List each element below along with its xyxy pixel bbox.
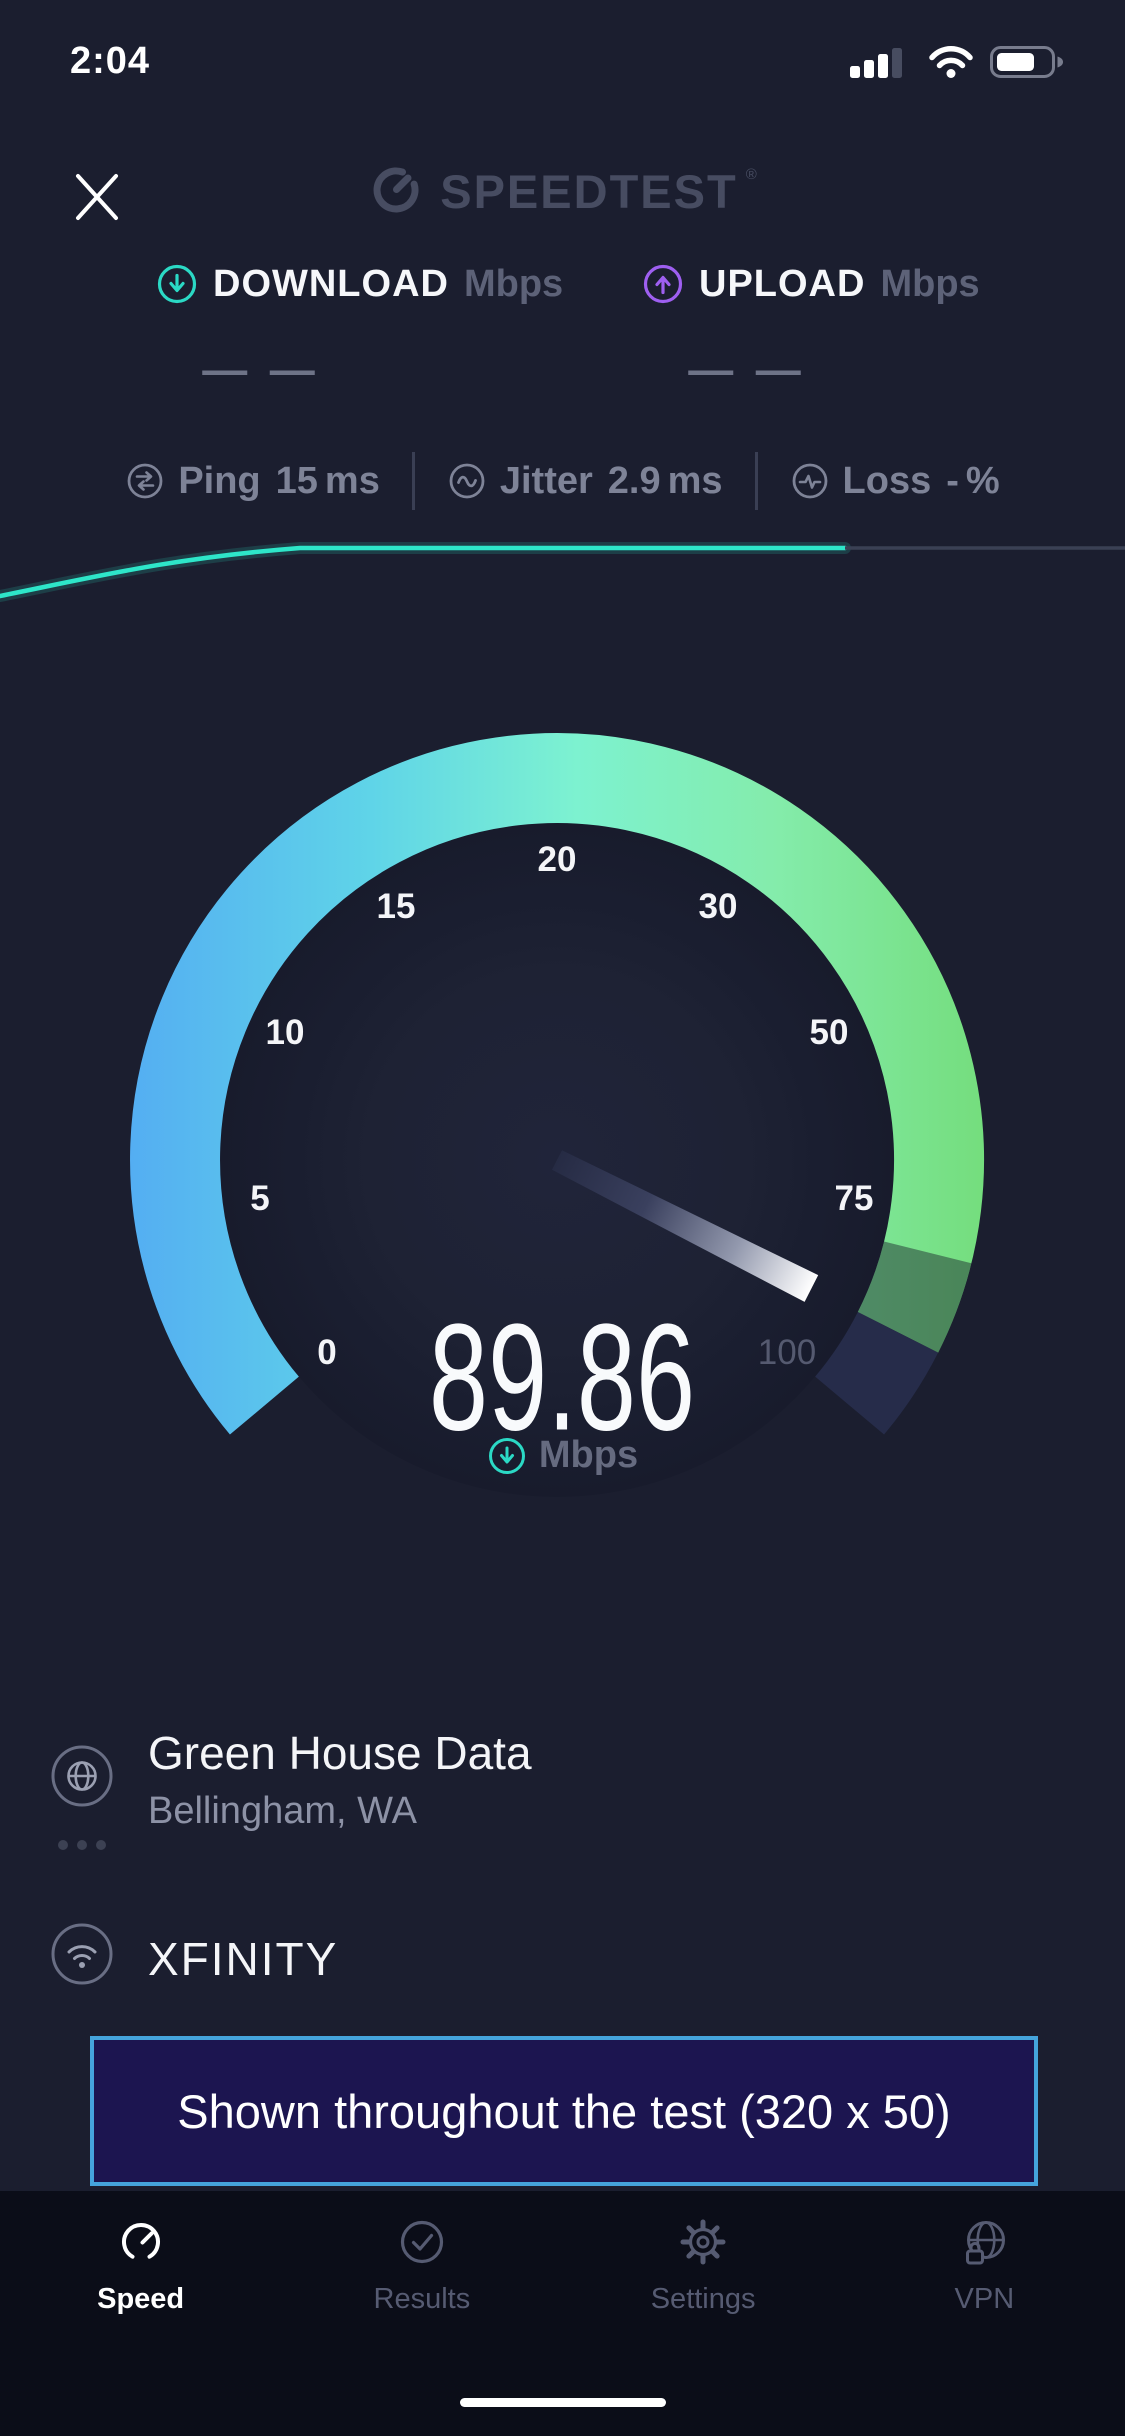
dot (96, 1840, 106, 1850)
wifi-connection-icon (51, 1923, 113, 1985)
upload-header: UPLOAD Mbps (642, 256, 980, 312)
tab-vpn[interactable]: VPN (844, 2191, 1125, 2436)
tab-vpn-label: VPN (954, 2283, 1015, 2315)
tab-speed[interactable]: Speed (0, 2191, 281, 2436)
tab-results-label: Results (373, 2283, 471, 2315)
server-options-dots[interactable] (58, 1840, 106, 1850)
download-value-placeholder: — — (202, 344, 320, 395)
loss-unit: % (965, 459, 1000, 502)
speedtest-logo: SPEEDTEST ® (0, 162, 1125, 222)
gauge-tick-100: 100 (757, 1333, 817, 1372)
ping-icon (127, 463, 163, 499)
status-time: 2:04 (70, 40, 151, 82)
close-icon (76, 174, 118, 220)
logo-text: SPEEDTEST (440, 165, 738, 218)
gauge-tick-0: 0 (317, 1333, 337, 1372)
wifi-status-icon (929, 46, 973, 78)
vpn-globe-lock-icon (966, 2221, 1006, 2265)
loss-label: Loss (842, 459, 932, 502)
server-location: Bellingham, WA (148, 1790, 417, 1832)
ping-unit: ms (324, 459, 380, 502)
download-label: DOWNLOAD (213, 262, 449, 305)
tab-speed-label: Speed (97, 2283, 185, 2315)
download-header: DOWNLOAD Mbps (156, 256, 563, 312)
loss-value: - (946, 459, 959, 502)
tab-results[interactable]: Results (281, 2191, 562, 2436)
ping-label: Ping (178, 459, 261, 502)
upload-unit: Mbps (880, 262, 980, 305)
gauge-arc-needle-shadow (857, 1240, 972, 1353)
results-check-icon (400, 2220, 443, 2264)
loss-metric: Loss - % (790, 460, 1000, 503)
globe-icon (51, 1745, 113, 1807)
tab-settings-label: Settings (650, 2283, 756, 2315)
jitter-icon (449, 463, 485, 499)
download-arrow-icon (157, 264, 197, 304)
gauge-tick-30: 30 (698, 887, 738, 926)
gauge-unit: Mbps (538, 1434, 639, 1476)
gauge-tick-15: 15 (376, 887, 416, 926)
isp-name: XFINITY (148, 1933, 339, 1985)
gauge-tick-10: 10 (265, 1013, 305, 1052)
gauge-tick-75: 75 (834, 1179, 874, 1218)
download-unit: Mbps (463, 262, 564, 305)
metric-separator (411, 452, 415, 510)
ping-value: 15 (275, 459, 318, 502)
gauge-arc-remainder (814, 1311, 939, 1435)
jitter-value: 2.9 (607, 459, 661, 502)
logo-trademark: ® (745, 166, 757, 183)
ad-banner[interactable]: Shown throughout the test (320 x 50) (90, 2036, 1038, 2186)
server-name: Green House Data (148, 1727, 532, 1779)
progress-line (0, 545, 848, 599)
close-button[interactable] (68, 168, 126, 226)
metric-separator (754, 452, 758, 510)
dot (77, 1840, 87, 1850)
ping-metric: Ping 15 ms (125, 460, 380, 503)
gauge-unit-row: Mbps (0, 1434, 1125, 1477)
server-row[interactable] (50, 1744, 114, 1808)
settings-gear-icon (680, 2219, 726, 2265)
latency-metrics-row: Ping 15 ms Jitter 2.9 ms Loss - % (0, 452, 1125, 510)
gauge-tick-20: 20 (537, 840, 577, 879)
cellular-signal-icon (850, 48, 902, 78)
ad-banner-text: Shown throughout the test (320 x 50) (177, 2084, 951, 2138)
gauge-arc-filled (130, 733, 985, 1435)
upload-value-placeholder: — — (688, 344, 806, 395)
speedtest-gauge-icon (373, 167, 419, 213)
packet-loss-icon (792, 463, 827, 499)
tab-settings[interactable]: Settings (563, 2191, 844, 2436)
upload-label: UPLOAD (699, 262, 866, 305)
download-arrow-icon (488, 1437, 525, 1474)
gauge-tick-50: 50 (809, 1013, 849, 1052)
gauge-tick-5: 5 (250, 1179, 270, 1218)
upload-arrow-icon (643, 264, 683, 304)
jitter-label: Jitter (499, 459, 593, 502)
jitter-metric: Jitter 2.9 ms (447, 460, 723, 503)
speed-gauge-icon (121, 2222, 160, 2259)
jitter-unit: ms (667, 459, 723, 502)
gauge-value: 89.86 (428, 1292, 696, 1463)
dot (58, 1840, 68, 1850)
tab-bar: Speed Results Settings (0, 2191, 1125, 2436)
battery-icon (990, 46, 1063, 78)
home-indicator[interactable] (460, 2398, 666, 2407)
gauge-needle (552, 1150, 819, 1302)
connection-row (50, 1922, 114, 1986)
status-icons (850, 42, 1066, 82)
